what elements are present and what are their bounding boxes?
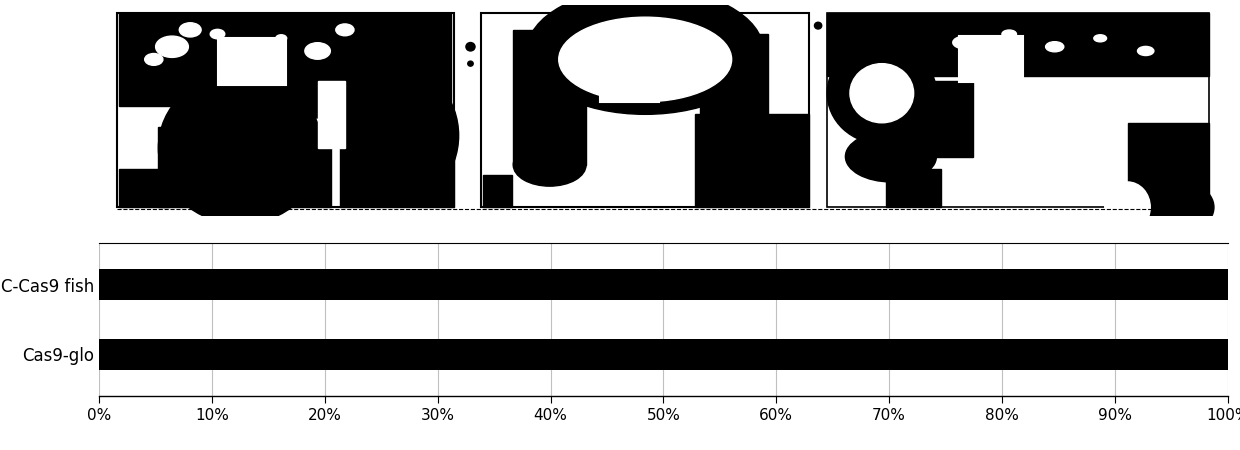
Ellipse shape <box>1002 30 1017 38</box>
Bar <box>696 114 808 207</box>
Bar <box>119 13 451 106</box>
Ellipse shape <box>275 35 286 42</box>
Ellipse shape <box>1123 178 1214 237</box>
Ellipse shape <box>180 23 201 37</box>
Ellipse shape <box>190 144 290 203</box>
Bar <box>340 131 454 207</box>
Bar <box>119 169 170 207</box>
Ellipse shape <box>1045 42 1064 52</box>
Ellipse shape <box>827 42 936 144</box>
Bar <box>600 59 658 102</box>
Ellipse shape <box>513 144 587 186</box>
Bar <box>484 175 512 207</box>
Ellipse shape <box>305 43 330 59</box>
Bar <box>99 269 1228 301</box>
Bar <box>317 81 345 148</box>
Ellipse shape <box>1137 46 1154 55</box>
Ellipse shape <box>952 36 975 49</box>
Ellipse shape <box>190 26 409 118</box>
Ellipse shape <box>340 68 459 203</box>
Ellipse shape <box>467 61 474 66</box>
Ellipse shape <box>815 22 822 29</box>
Bar <box>887 169 941 207</box>
Bar <box>159 127 331 207</box>
Ellipse shape <box>156 36 188 58</box>
Bar <box>827 13 1209 207</box>
Bar <box>513 30 587 165</box>
Ellipse shape <box>699 144 773 186</box>
Bar <box>217 38 285 85</box>
Ellipse shape <box>159 72 322 224</box>
Bar <box>960 36 1023 82</box>
Ellipse shape <box>211 29 224 39</box>
Bar <box>99 339 1228 370</box>
Bar <box>118 13 454 207</box>
Ellipse shape <box>559 17 732 102</box>
Ellipse shape <box>1094 35 1106 42</box>
Ellipse shape <box>846 131 936 182</box>
Ellipse shape <box>527 0 764 114</box>
Ellipse shape <box>849 63 914 123</box>
Bar <box>481 13 808 207</box>
Ellipse shape <box>466 42 475 51</box>
Ellipse shape <box>336 24 353 36</box>
Ellipse shape <box>145 54 162 65</box>
Bar <box>1127 123 1209 207</box>
Bar <box>827 13 1209 76</box>
Ellipse shape <box>1105 182 1151 233</box>
Bar <box>890 81 973 157</box>
Bar <box>699 34 768 165</box>
